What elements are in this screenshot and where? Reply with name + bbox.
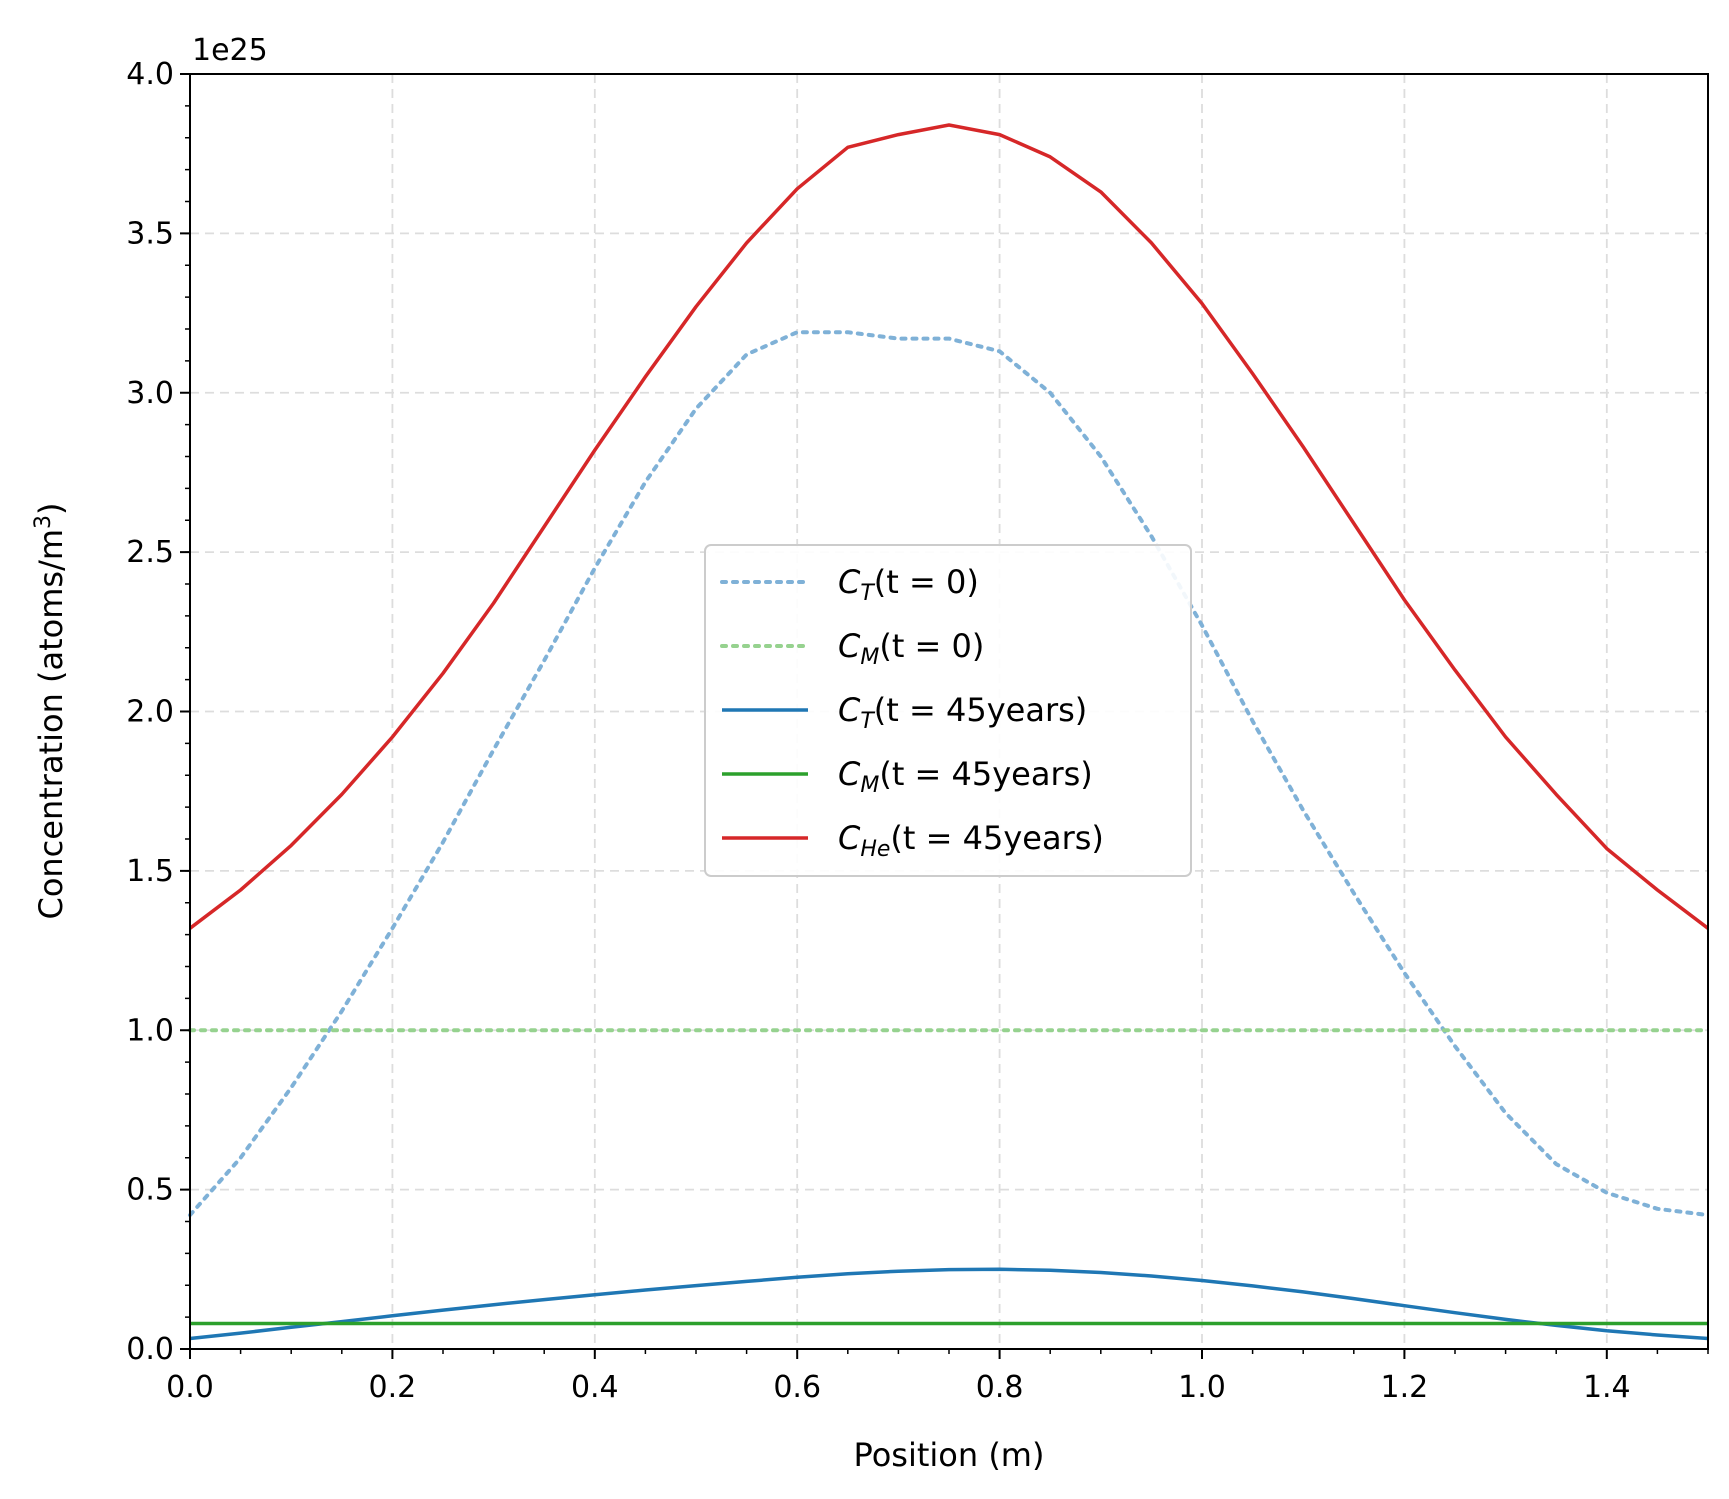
y-axis-label-main: Concentration (atoms/m	[32, 529, 70, 920]
y-tick-label: 0.5	[126, 1173, 174, 1208]
legend-symbol: C	[838, 563, 861, 601]
legend-label-3: CT(t = 45years)	[838, 691, 1087, 734]
x-tick-label: 0.6	[773, 1370, 821, 1405]
y-axis-label: Concentration (atoms/m3)	[31, 502, 70, 919]
x-axis-label: Position (m)	[854, 1436, 1045, 1474]
y-tick-label: 1.0	[126, 1013, 174, 1048]
ticks: 0.0 0.2 0.4 0.6 0.8 1.0 1.2 1.4 0.0 0.5 1.0 1.5 2.0 2…	[126, 57, 1709, 1405]
legend-rest: (t = 0)	[874, 563, 979, 601]
y-tick-label: 4.0	[126, 57, 174, 92]
y-tick-label: 3.0	[126, 376, 174, 411]
legend-rest: (t = 0)	[879, 627, 984, 665]
legend-symbol: C	[838, 691, 861, 729]
x-tick-label: 1.4	[1583, 1370, 1631, 1405]
x-tick-label: 0.8	[976, 1370, 1024, 1405]
series-layer	[188, 123, 1710, 1341]
legend-subscript: T	[860, 709, 875, 734]
y-tick-label: 1.5	[126, 854, 174, 889]
legend-symbol: C	[838, 819, 861, 857]
y-offset-text: 1e25	[192, 33, 268, 68]
x-tick-label: 0.2	[369, 1370, 417, 1405]
series-line-5	[188, 123, 1710, 930]
y-tick-label: 2.0	[126, 695, 174, 730]
legend-subscript: M	[860, 773, 879, 798]
legend-subscript: T	[860, 581, 875, 606]
x-tick-label: 1.0	[1178, 1370, 1226, 1405]
legend: CT(t = 0)CM(t = 0)CT(t = 45years)CM(t = …	[704, 544, 1192, 877]
legend-symbol: C	[838, 627, 861, 665]
y-tick-label: 2.5	[126, 535, 174, 570]
legend-rest: (t = 45years)	[874, 691, 1087, 729]
x-tick-label: 0.4	[571, 1370, 619, 1405]
y-tick-label: 0.0	[126, 1332, 174, 1367]
y-axis-label-close: )	[32, 502, 70, 514]
legend-box	[704, 544, 1192, 877]
legend-rest: (t = 45years)	[879, 755, 1092, 793]
legend-label-4: CM(t = 45years)	[838, 755, 1093, 798]
y-axis-label-superscript: 3	[31, 515, 56, 529]
x-tick-label: 1.2	[1381, 1370, 1429, 1405]
legend-subscript: He	[860, 837, 890, 862]
legend-rest: (t = 45years)	[890, 819, 1103, 857]
legend-subscript: M	[860, 645, 879, 670]
legend-symbol: C	[838, 755, 861, 793]
y-tick-label: 3.5	[126, 216, 174, 251]
x-tick-label: 0.0	[166, 1370, 214, 1405]
legend-label-1: CT(t = 0)	[838, 563, 979, 606]
legend-label-2: CM(t = 0)	[838, 627, 984, 670]
series-line-3	[189, 1267, 1709, 1341]
legend-label-5: CHe(t = 45years)	[838, 819, 1104, 862]
series-line-1	[188, 330, 1710, 1218]
